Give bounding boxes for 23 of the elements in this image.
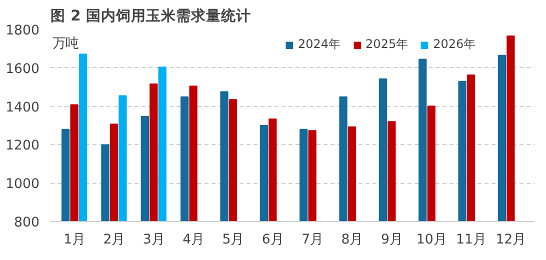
x-tick-label: 11月 [456, 232, 486, 248]
chart-title: 图 2 国内饲用玉米需求量统计 [50, 8, 251, 24]
legend-label: 2024年 [298, 36, 341, 53]
x-tick-label: 12月 [496, 232, 526, 248]
x-tick-label: 2月 [103, 232, 125, 248]
x-tick-label: 5月 [222, 232, 244, 248]
x-tick-label: 8月 [341, 232, 363, 248]
x-tick-label: 1月 [64, 232, 86, 248]
x-tick-label: 4月 [182, 232, 204, 248]
y-tick-label: 800 [14, 216, 40, 230]
x-tick-label: 7月 [302, 232, 324, 248]
x-tick-label: 6月 [262, 232, 284, 248]
y-axis-title: 万吨 [52, 36, 78, 52]
x-tick-label: 10月 [416, 232, 446, 248]
y-tick-label: 1200 [6, 138, 40, 154]
legend-label: 2025年 [366, 36, 408, 53]
legend-label: 2026年 [433, 36, 476, 53]
x-tick-label: 3月 [142, 232, 164, 248]
y-tick-label: 1000 [6, 177, 40, 192]
x-tick-label: 9月 [380, 232, 402, 248]
y-tick-label: 1400 [6, 100, 40, 116]
y-tick-label: 1800 [6, 24, 40, 38]
y-tick-label: 1600 [6, 62, 40, 77]
